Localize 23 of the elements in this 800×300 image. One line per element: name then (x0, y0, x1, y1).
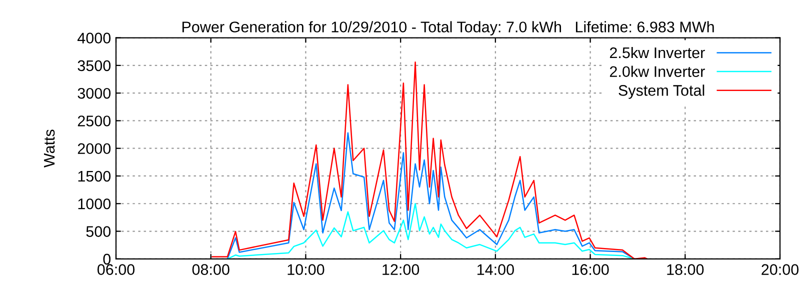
x-tick-label: 06:00 (97, 264, 135, 275)
y-tick-label: 3500 (78, 60, 111, 72)
chart-title: Power Generation for 10/29/2010 - Total Today: 7.0 kWh Lifetime: 6.983 MWh (182, 21, 714, 36)
x-tick-label: 10:00 (288, 264, 324, 275)
y-tick-label: 4000 (78, 32, 111, 44)
x-tick-label: 20:00 (762, 264, 799, 275)
x-tick-label: 14:00 (477, 264, 514, 275)
y-tick-label: 500 (86, 226, 111, 237)
legend-label: 2.5kw Inverter (610, 46, 705, 58)
x-tick-label: 08:00 (192, 264, 230, 275)
legend-label: System Total (618, 84, 704, 99)
y-tick-label: 0 (103, 254, 111, 265)
x-tick-label: 16:00 (572, 264, 609, 275)
y-tick-label: 1500 (78, 170, 111, 182)
x-tick-label: 12:00 (382, 264, 420, 275)
x-tick-label: 18:00 (667, 264, 704, 275)
y-tick-label: 2500 (78, 116, 111, 126)
y-tick-label: 3000 (78, 88, 111, 99)
line-series (226, 203, 636, 259)
legend-label: 2.0kw Inverter (610, 66, 705, 78)
y-axis-title: Watts (44, 130, 55, 168)
y-tick-label: 1000 (78, 198, 111, 210)
y-tick-label: 2000 (78, 143, 111, 154)
